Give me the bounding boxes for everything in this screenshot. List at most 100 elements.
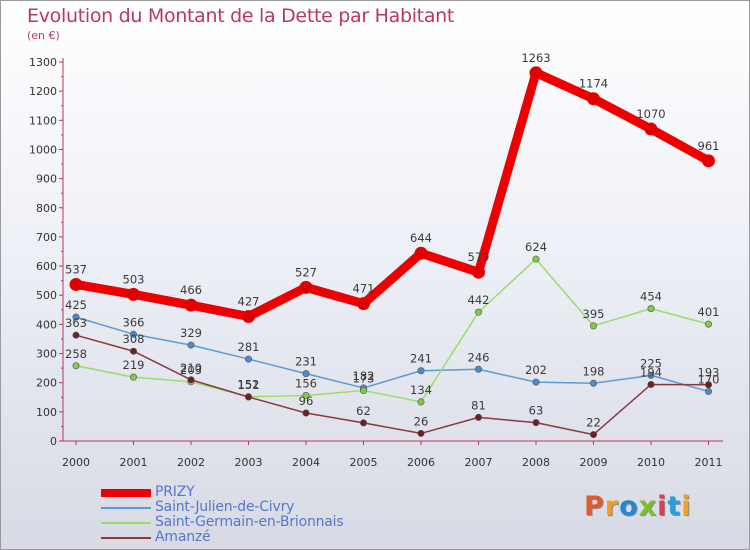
y-tick-label: 1000 bbox=[29, 143, 57, 156]
logo-letter: o bbox=[619, 491, 639, 522]
data-label-saint-germain-en-brionnais: 258 bbox=[65, 347, 87, 361]
data-point-saint-julien-de-civry bbox=[647, 371, 655, 379]
series-line-saint-germain-en-brionnais bbox=[75, 258, 710, 403]
data-label-saint-julien-de-civry: 281 bbox=[238, 340, 260, 354]
data-label-saint-julien-de-civry: 231 bbox=[295, 355, 317, 369]
data-label-prizy: 466 bbox=[180, 283, 202, 297]
data-point-amanze bbox=[647, 380, 655, 388]
data-point-saint-germain-en-brionnais bbox=[532, 255, 540, 263]
legend-swatch-saint-julien bbox=[101, 507, 151, 509]
logo-letter: x bbox=[638, 491, 658, 522]
data-point-saint-julien-de-civry bbox=[245, 355, 253, 363]
legend-label-amanze: Amanzé bbox=[155, 529, 211, 545]
data-label-saint-julien-de-civry: 329 bbox=[180, 326, 202, 340]
data-point-saint-germain-en-brionnais bbox=[130, 373, 138, 381]
data-label-prizy: 1174 bbox=[579, 77, 608, 91]
x-tick-label: 2011 bbox=[695, 456, 723, 469]
data-point-saint-germain-en-brionnais bbox=[72, 362, 80, 370]
data-point-amanze bbox=[302, 409, 310, 417]
data-point-prizy bbox=[529, 66, 543, 80]
legend-label-saint-julien: Saint-Julien-de-Civry bbox=[155, 499, 295, 515]
data-point-amanze bbox=[245, 393, 253, 401]
data-label-amanze: 26 bbox=[414, 414, 429, 428]
data-point-prizy bbox=[357, 297, 370, 311]
data-point-saint-julien-de-civry bbox=[417, 367, 425, 375]
data-point-saint-germain-en-brionnais bbox=[359, 387, 367, 395]
y-tick-label: 400 bbox=[36, 318, 57, 331]
data-point-saint-germain-en-brionnais bbox=[647, 305, 655, 313]
data-point-saint-germain-en-brionnais bbox=[589, 322, 597, 330]
data-label-saint-julien-de-civry: 225 bbox=[640, 356, 662, 370]
data-point-saint-julien-de-civry bbox=[187, 341, 195, 349]
y-tick-label: 100 bbox=[36, 406, 57, 419]
data-label-prizy: 503 bbox=[123, 272, 145, 286]
data-point-saint-julien-de-civry bbox=[302, 370, 310, 378]
chart-title: Evolution du Montant de la Dette par Hab… bbox=[27, 5, 455, 27]
data-label-amanze: 210 bbox=[180, 361, 202, 375]
data-label-amanze: 22 bbox=[586, 416, 601, 430]
data-label-prizy: 471 bbox=[353, 282, 375, 296]
data-point-saint-julien-de-civry bbox=[532, 378, 540, 386]
data-point-amanze bbox=[359, 419, 367, 427]
data-label-saint-julien-de-civry: 366 bbox=[123, 315, 145, 329]
data-label-saint-germain-en-brionnais: 624 bbox=[525, 240, 547, 254]
data-point-prizy bbox=[69, 277, 83, 291]
data-label-amanze: 194 bbox=[640, 365, 662, 379]
x-tick-label: 2003 bbox=[235, 456, 263, 469]
x-tick-label: 2005 bbox=[350, 456, 378, 469]
data-point-saint-julien-de-civry bbox=[474, 365, 482, 373]
data-point-saint-julien-de-civry bbox=[704, 387, 712, 395]
data-point-amanze bbox=[704, 381, 712, 389]
data-label-saint-germain-en-brionnais: 173 bbox=[353, 372, 375, 386]
data-label-amanze: 63 bbox=[529, 404, 544, 418]
data-point-prizy bbox=[299, 280, 313, 294]
data-point-amanze bbox=[72, 331, 80, 339]
data-label-prizy: 427 bbox=[238, 295, 260, 309]
y-tick-label: 1300 bbox=[29, 56, 57, 69]
data-point-prizy bbox=[242, 310, 255, 324]
x-tick-label: 2009 bbox=[580, 456, 608, 469]
data-label-amanze: 81 bbox=[471, 398, 486, 412]
data-label-prizy: 961 bbox=[698, 139, 720, 153]
x-tick-label: 2001 bbox=[120, 456, 148, 469]
data-label-prizy: 644 bbox=[410, 231, 432, 245]
logo-letter: i bbox=[681, 491, 692, 522]
data-point-amanze bbox=[532, 419, 540, 427]
x-tick-label: 2006 bbox=[407, 456, 435, 469]
data-label-amanze: 96 bbox=[299, 394, 314, 408]
data-point-prizy bbox=[644, 122, 658, 136]
data-label-saint-julien-de-civry: 198 bbox=[583, 364, 605, 378]
data-label-prizy: 1263 bbox=[521, 51, 550, 65]
data-point-saint-julien-de-civry bbox=[589, 379, 597, 387]
data-point-prizy bbox=[184, 298, 198, 312]
data-label-amanze: 363 bbox=[65, 316, 87, 330]
y-tick-label: 600 bbox=[36, 260, 57, 273]
series-line-prizy bbox=[71, 68, 713, 322]
data-label-saint-julien-de-civry: 246 bbox=[468, 350, 490, 364]
data-point-amanze bbox=[187, 376, 195, 384]
x-tick-label: 2002 bbox=[177, 456, 205, 469]
data-point-saint-germain-en-brionnais bbox=[704, 320, 712, 328]
y-tick-label: 1100 bbox=[29, 114, 57, 127]
data-point-saint-julien-de-civry bbox=[72, 313, 80, 321]
legend-swatch-prizy bbox=[101, 489, 151, 497]
legend-swatch-amanze bbox=[101, 537, 151, 539]
data-point-amanze bbox=[474, 413, 482, 421]
legend-label-saint-germain: Saint-Germain-en-Brionnais bbox=[155, 514, 344, 530]
series-line-saint-julien-de-civry bbox=[75, 316, 710, 393]
chart-subtitle: (en €) bbox=[27, 29, 60, 42]
x-tick-label: 2007 bbox=[465, 456, 493, 469]
series-line-amanze bbox=[75, 334, 710, 436]
data-label-saint-germain-en-brionnais: 203 bbox=[180, 363, 202, 377]
x-tick-label: 2010 bbox=[637, 456, 665, 469]
data-label-prizy: 1070 bbox=[636, 107, 665, 121]
data-label-saint-germain-en-brionnais: 454 bbox=[640, 290, 662, 304]
data-label-saint-julien-de-civry: 425 bbox=[65, 298, 87, 312]
data-label-saint-germain-en-brionnais: 152 bbox=[238, 378, 260, 392]
data-label-saint-julien-de-civry: 202 bbox=[525, 363, 547, 377]
y-tick-label: 500 bbox=[36, 289, 57, 302]
data-label-saint-germain-en-brionnais: 442 bbox=[468, 293, 490, 307]
data-label-amanze: 62 bbox=[356, 404, 371, 418]
logo-letter: P bbox=[584, 491, 605, 522]
